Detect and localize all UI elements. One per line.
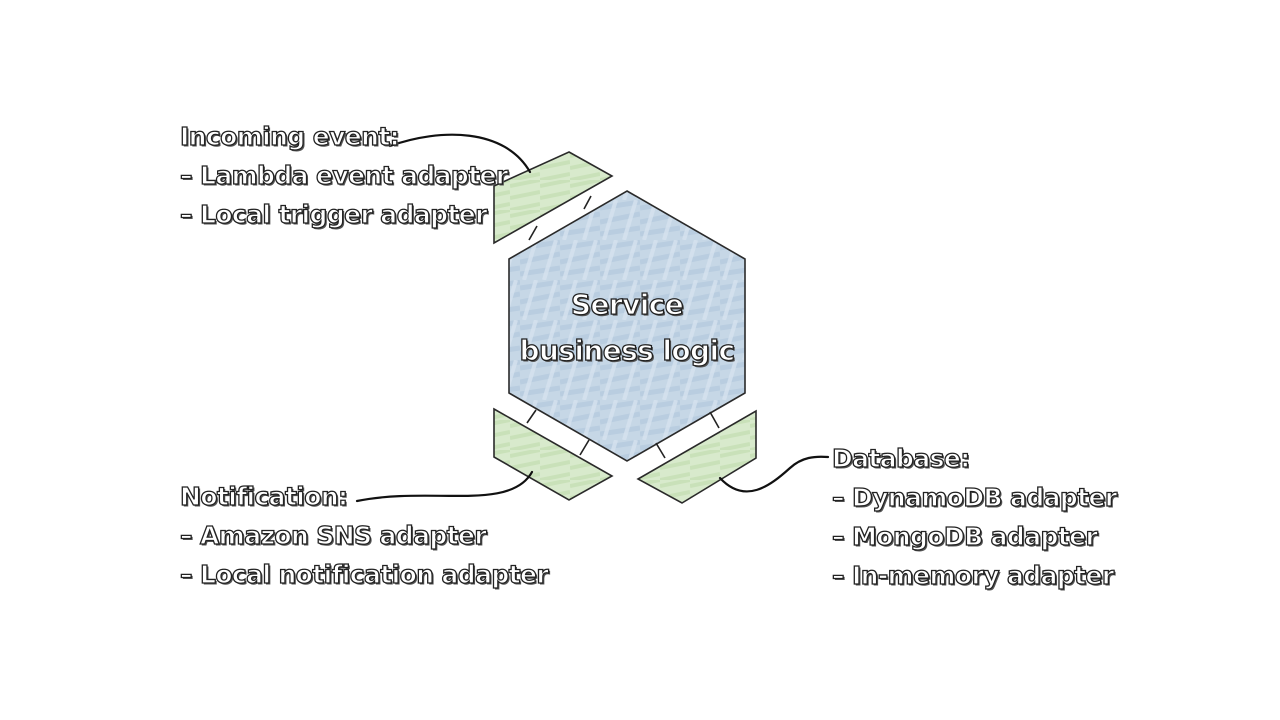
incoming-heading: Incoming event:	[180, 117, 508, 156]
core-title-line-2: business logic	[508, 328, 746, 374]
database-connector	[710, 412, 719, 428]
core-title: Service business logic	[508, 282, 746, 374]
incoming-connector	[529, 226, 537, 240]
core-title-line-1: Service	[508, 282, 746, 328]
incoming-event-label: Incoming event: – Lambda event adapter –…	[180, 117, 508, 234]
incoming-item: – Local trigger adapter	[180, 195, 508, 234]
notification-connector	[527, 410, 536, 423]
database-item: – DynamoDB adapter	[832, 478, 1117, 517]
database-heading: Database:	[832, 439, 1117, 478]
notification-heading: Notification:	[180, 477, 548, 516]
notification-item: – Local notification adapter	[180, 555, 548, 594]
database-label: Database: – DynamoDB adapter – MongoDB a…	[832, 439, 1117, 595]
database-item: – In-memory adapter	[832, 556, 1117, 595]
notification-connector	[580, 440, 589, 455]
database-connector	[656, 443, 665, 458]
notification-label: Notification: – Amazon SNS adapter – Loc…	[180, 477, 548, 594]
incoming-item: – Lambda event adapter	[180, 156, 508, 195]
incoming-connector	[584, 196, 591, 209]
notification-item: – Amazon SNS adapter	[180, 516, 548, 555]
database-item: – MongoDB adapter	[832, 517, 1117, 556]
